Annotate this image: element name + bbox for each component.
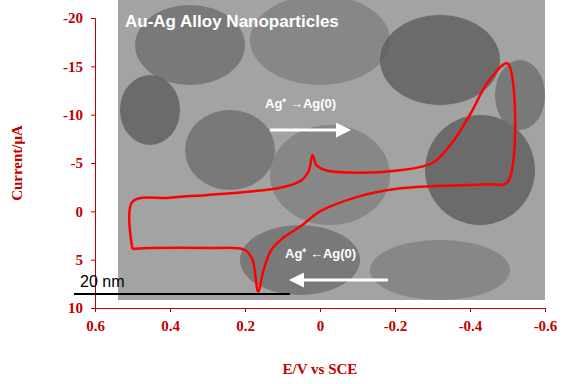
tick-label: -5 bbox=[71, 155, 84, 171]
x-axis: 0.6 0.4 0.2 0 -0.2 -0.4 -0.6 bbox=[86, 308, 558, 334]
tick: 5 bbox=[76, 252, 96, 268]
micrograph bbox=[118, 0, 545, 300]
tick-mark bbox=[545, 308, 546, 312]
cv-curve bbox=[129, 63, 515, 291]
tick: 0.2 bbox=[236, 308, 255, 334]
plot-area bbox=[129, 63, 515, 291]
annotations: Au-Ag Alloy Nanoparticles Ag⁺ →Ag(0) Ag⁺ ←… bbox=[74, 12, 388, 294]
chart: 0.6 0.4 0.2 0 -0.2 -0.4 -0.6 -20 -15 -10 -5 0 5 10 E/V… bbox=[0, 0, 573, 384]
particle bbox=[425, 115, 535, 225]
particle bbox=[270, 125, 390, 225]
tick: -10 bbox=[63, 107, 95, 123]
tick-label: 0.4 bbox=[161, 318, 180, 334]
tick-mark bbox=[245, 308, 246, 312]
tick: -15 bbox=[63, 59, 95, 75]
tick: -0.4 bbox=[459, 308, 483, 334]
scale-bar bbox=[74, 293, 290, 295]
annotation: Ag⁺ →Ag(0) bbox=[265, 96, 336, 111]
tick: 0.6 bbox=[86, 308, 105, 334]
tick-label: 10 bbox=[68, 300, 83, 316]
annotation: Ag⁺ ←Ag(0) bbox=[285, 246, 356, 261]
annotation: Au-Ag Alloy Nanoparticles bbox=[125, 12, 339, 31]
axis-line bbox=[91, 19, 96, 309]
tick-label: -20 bbox=[63, 10, 83, 26]
tick: -0.2 bbox=[384, 308, 408, 334]
tick-label: -10 bbox=[63, 107, 83, 123]
tick: -5 bbox=[71, 155, 96, 171]
tick: 0 bbox=[76, 204, 96, 220]
particle bbox=[120, 75, 180, 145]
particle bbox=[495, 60, 545, 130]
tick-mark bbox=[91, 260, 95, 261]
tick-mark bbox=[91, 308, 95, 309]
tick-label: 5 bbox=[76, 252, 84, 268]
tick: -20 bbox=[63, 10, 95, 26]
y-axis: -20 -15 -10 -5 0 5 10 bbox=[63, 10, 96, 316]
tick-mark bbox=[320, 308, 321, 312]
tick-mark bbox=[395, 308, 396, 312]
tick-label: -15 bbox=[63, 59, 83, 75]
tick-mark bbox=[91, 18, 95, 19]
tick-label: -0.4 bbox=[459, 318, 483, 334]
tick-mark bbox=[470, 308, 471, 312]
tick-label: 0.6 bbox=[86, 318, 105, 334]
tick-mark bbox=[91, 66, 95, 67]
tick-mark bbox=[170, 308, 171, 312]
tick: 10 bbox=[68, 300, 95, 316]
particle bbox=[185, 110, 275, 190]
tick: 0 bbox=[317, 308, 325, 334]
axis-line bbox=[96, 309, 546, 313]
tick-mark bbox=[91, 211, 95, 212]
tick-label: 0 bbox=[76, 204, 84, 220]
tick: 0.4 bbox=[161, 308, 180, 334]
arrow bbox=[270, 129, 348, 132]
particle bbox=[370, 240, 510, 300]
x-axis-title: E/V vs SCE bbox=[283, 361, 358, 377]
annotation: 20 nm bbox=[80, 273, 124, 290]
tick-mark bbox=[91, 115, 95, 116]
particle bbox=[240, 225, 360, 295]
tick-mark bbox=[91, 163, 95, 164]
tick-label: 0 bbox=[317, 318, 325, 334]
tick: -0.6 bbox=[534, 308, 558, 334]
tick-label: 0.2 bbox=[236, 318, 255, 334]
tick-label: -0.2 bbox=[384, 318, 408, 334]
arrow bbox=[292, 279, 388, 282]
y-axis-title: Current/μA bbox=[9, 125, 25, 201]
tick-label: -0.6 bbox=[534, 318, 558, 334]
